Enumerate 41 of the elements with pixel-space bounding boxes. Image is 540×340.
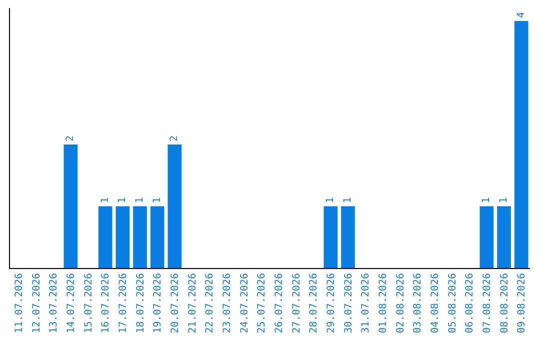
x-tick-label: 14.07.2026 xyxy=(66,273,77,334)
data-label: 1 xyxy=(481,197,492,204)
data-label: 2 xyxy=(65,135,76,142)
data-label: 1 xyxy=(498,197,510,204)
x-tick-label: 27.07.2026 xyxy=(291,273,302,334)
x-tick-label: 22.07.2026 xyxy=(204,273,216,334)
data-label: 2 xyxy=(169,135,180,142)
x-tick-label: 28.07.2026 xyxy=(308,273,320,334)
x-tick-label: 09.08.2026 xyxy=(516,273,528,334)
x-tick-label: 20.07.2026 xyxy=(170,273,181,334)
x-tick-label: 04.08.2026 xyxy=(430,273,441,334)
x-tick-label: 03.08.2026 xyxy=(412,273,424,334)
data-label: 4 xyxy=(516,12,527,18)
x-tick-label: 17.07.2026 xyxy=(118,273,129,334)
x-tick-label: 19.07.2026 xyxy=(152,273,164,334)
x-tick-label: 08.08.2026 xyxy=(499,273,510,334)
x-tick-label: 07.08.2026 xyxy=(482,273,493,334)
x-tick-label: 02.08.2026 xyxy=(395,273,406,334)
x-tick-label: 23.07.2026 xyxy=(222,273,233,334)
x-tick-label: 26.07.2026 xyxy=(274,273,285,334)
x-tick-label: 29.07.2026 xyxy=(326,273,337,334)
data-label: 1 xyxy=(342,197,354,204)
x-tick-label: 06.08.2026 xyxy=(464,273,476,334)
data-label: 1 xyxy=(100,197,111,204)
data-label: 1 xyxy=(134,197,146,204)
x-tick-label: 16.07.2026 xyxy=(100,273,112,334)
x-tick-label: 30.07.2026 xyxy=(343,273,354,334)
x-tick-label: 05.08.2026 xyxy=(447,273,458,334)
data-label: 1 xyxy=(325,197,336,204)
x-tick-label: 01.08.2026 xyxy=(378,273,389,334)
x-tick-label: 13.07.2026 xyxy=(48,273,60,334)
data-label: 1 xyxy=(152,197,163,204)
x-tick-label: 25.07.2026 xyxy=(256,273,268,334)
x-tick-label: 15.07.2026 xyxy=(83,273,94,334)
x-tick-label: 18.07.2026 xyxy=(135,273,146,334)
x-tick-label: 11.07.2026 xyxy=(14,273,25,334)
x-tick-label: 21.07.2026 xyxy=(187,273,198,334)
x-tick-label: 24.07.2026 xyxy=(239,273,250,334)
x-tick-label: 31.07.2026 xyxy=(360,273,372,334)
x-tick-label: 12.07.2026 xyxy=(31,273,42,334)
data-label: 1 xyxy=(117,197,128,204)
